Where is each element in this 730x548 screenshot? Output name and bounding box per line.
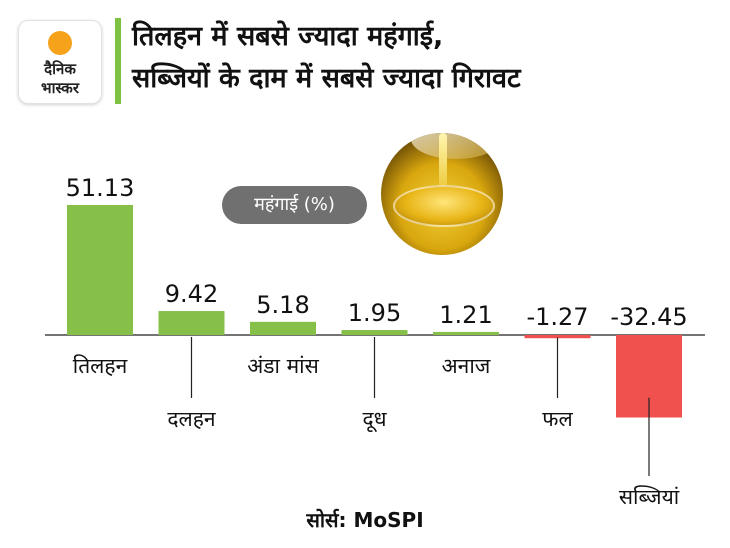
oil-stream-shape xyxy=(439,133,447,203)
category-label-4: दूध xyxy=(362,407,387,433)
category-label-7: सब्जियां xyxy=(619,485,680,509)
source-note: सोर्स: MoSPI xyxy=(306,508,424,532)
title-line-1: तिलहन में सबसे ज्यादा महंगाई, xyxy=(132,21,444,52)
bar-1 xyxy=(67,205,133,335)
dainik-bhaskar-logo: दैनिक भास्कर xyxy=(18,20,102,104)
bar-3 xyxy=(250,321,316,335)
value-label-6: -1.27 xyxy=(526,303,588,331)
value-label-1: 51.13 xyxy=(66,174,135,202)
page-title: तिलहन में सबसे ज्यादा महंगाई, सब्जियों क… xyxy=(132,16,521,100)
oil-bowl-image xyxy=(381,133,503,255)
title-line-2: सब्जियों के दाम में सबसे ज्यादा गिरावट xyxy=(132,63,521,94)
value-label-3: 5.18 xyxy=(256,291,309,319)
logo-line-1: दैनिक xyxy=(44,60,76,78)
category-label-2: दलहन xyxy=(167,407,216,431)
bar-4 xyxy=(341,330,408,335)
category-label-6: फल xyxy=(542,407,573,431)
oil-bowl-shape xyxy=(393,185,495,227)
category-label-1: तिलहन xyxy=(73,354,128,378)
bar-5 xyxy=(433,331,499,335)
bar-2 xyxy=(158,311,225,335)
bar-6 xyxy=(524,335,591,339)
category-label-3: अंडा मांस xyxy=(247,354,319,378)
category-label-5: अनाज xyxy=(442,354,491,378)
title-accent-bar xyxy=(115,18,121,104)
logo-line-2: भास्कर xyxy=(41,79,79,97)
value-label-4: 1.95 xyxy=(348,299,401,327)
value-label-2: 9.42 xyxy=(165,280,218,308)
value-label-7: -32.45 xyxy=(610,303,687,331)
legend-pill: महंगाई (%) xyxy=(222,186,367,224)
sun-icon xyxy=(48,31,72,55)
value-label-5: 1.21 xyxy=(439,301,492,329)
